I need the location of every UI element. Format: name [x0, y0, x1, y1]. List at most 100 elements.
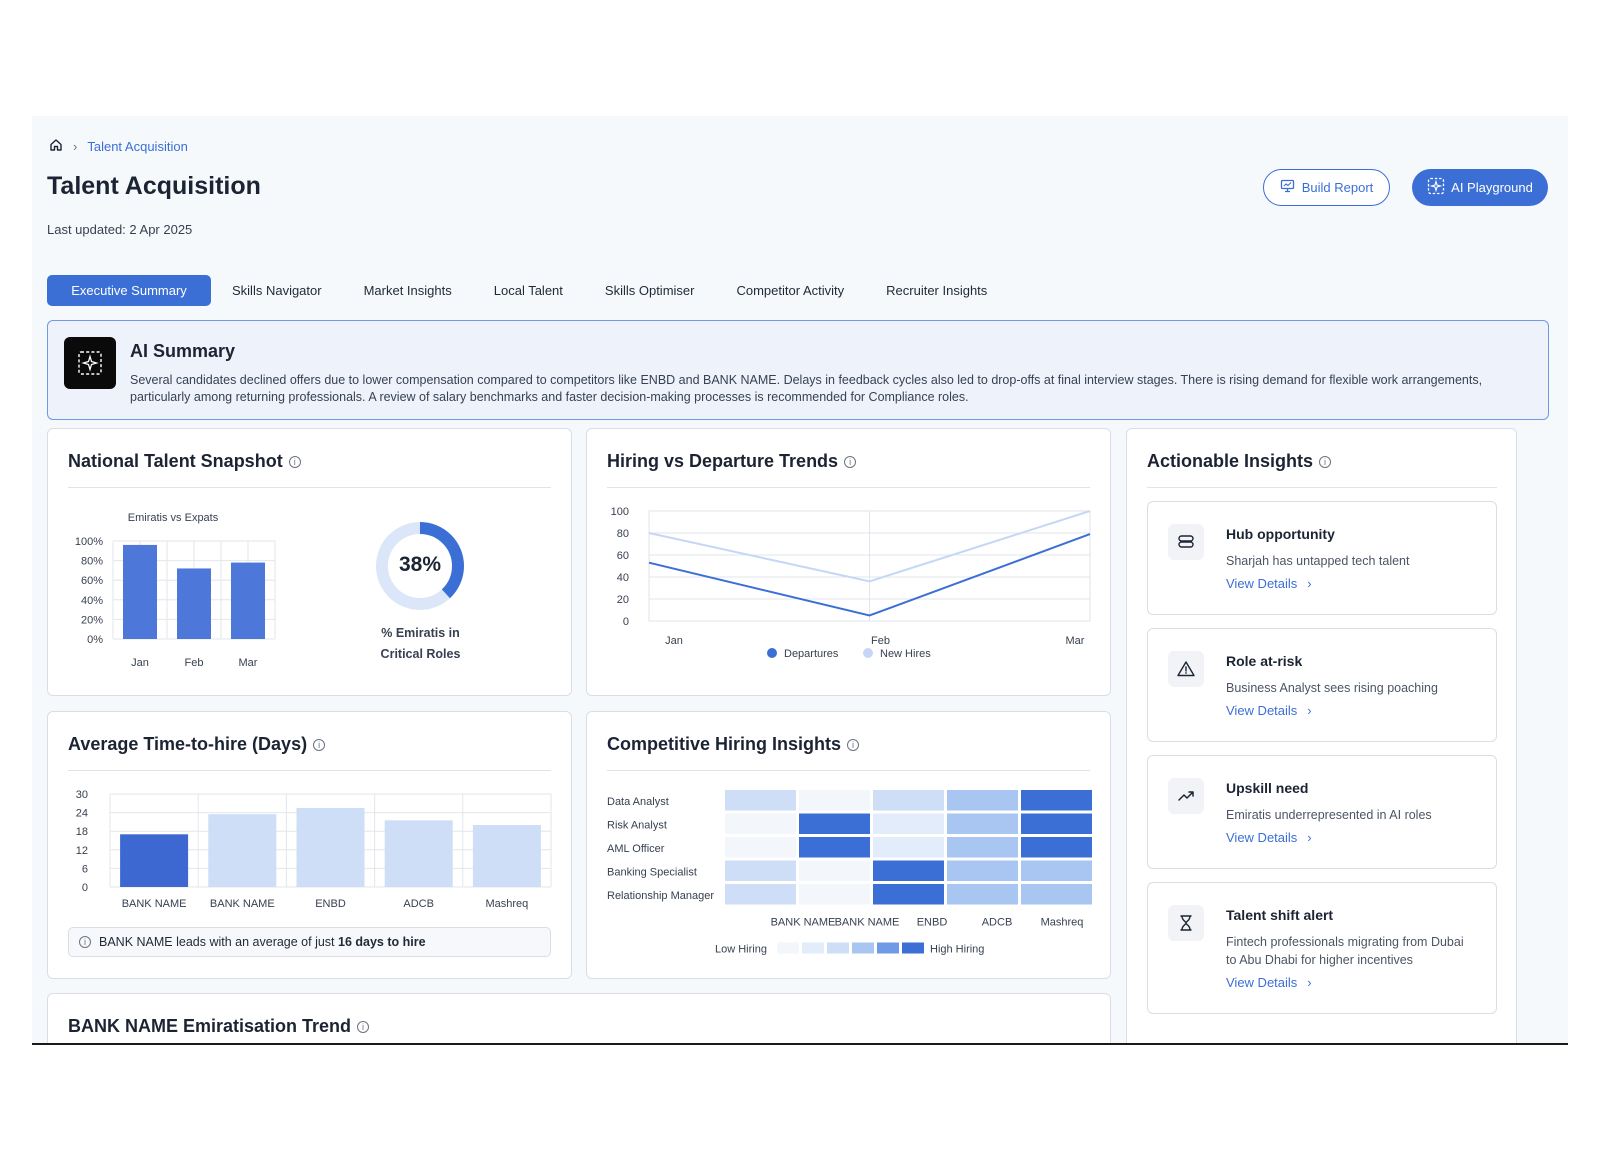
chart-title: Emiratis vs Expats	[128, 512, 219, 524]
chevron-right-icon: ›	[1307, 830, 1312, 845]
insights-title: Actionable Insights	[1147, 451, 1314, 471]
heatmap-cell	[873, 860, 944, 881]
chevron-right-icon: ›	[1307, 703, 1312, 718]
time-to-hire-bar-chart: 30 24 18 12 6 0 BANK NAME BANK NAME ENBD ADCB Mash…	[76, 789, 552, 910]
view-details-label: View Details	[1226, 830, 1298, 845]
view-details-link[interactable]: View Details ›	[1226, 576, 1312, 591]
insight-card[interactable]: Role at-risk Business Analyst sees risin…	[1147, 628, 1497, 742]
x-tick-label: BANK NAME	[210, 898, 275, 910]
info-icon[interactable]: i	[288, 455, 301, 468]
heatmap-cell	[799, 790, 870, 811]
info-icon[interactable]: i	[844, 455, 857, 468]
bar	[472, 825, 541, 887]
heatmap-cell	[873, 837, 944, 858]
column-label: ADCB	[982, 917, 1013, 929]
card-title: Average Time-to-hire (Days) i	[68, 734, 326, 755]
legend-high-label: High Hiring	[930, 944, 984, 956]
legend-swatch	[767, 648, 777, 658]
series-line	[648, 510, 1091, 583]
info-icon[interactable]: i	[847, 738, 860, 751]
y-tick-label: 0%	[87, 634, 103, 646]
donut-arc	[376, 522, 464, 610]
divider	[1147, 487, 1497, 488]
divider	[607, 770, 1090, 771]
bar	[177, 568, 211, 639]
ai-sparkle-icon	[1427, 177, 1445, 198]
note-text: BANK NAME leads with an average of just …	[99, 935, 426, 949]
view-details-link[interactable]: View Details ›	[1226, 830, 1312, 845]
insight-desc: Sharjah has untapped tech talent	[1226, 554, 1410, 568]
legend-low-label: Low Hiring	[715, 944, 767, 956]
heatmap-cell	[1021, 790, 1092, 811]
ai-playground-button[interactable]: AI Playground	[1412, 169, 1548, 206]
heatmap-cell	[725, 790, 796, 811]
column-label: BANK NAME	[835, 917, 900, 929]
bar	[120, 834, 189, 887]
tab-local-talent[interactable]: Local Talent	[493, 283, 563, 298]
trending-up-icon	[1168, 778, 1204, 814]
home-icon[interactable]	[49, 138, 63, 155]
x-tick-label: Mar	[239, 657, 258, 669]
heatmap-cell	[725, 837, 796, 858]
x-tick-label: Jan	[665, 635, 683, 647]
y-tick-label: 80	[617, 528, 629, 540]
tab-bar: Executive Summary Skills Navigator Marke…	[47, 275, 1008, 306]
view-details-link[interactable]: View Details ›	[1226, 975, 1312, 990]
time-to-hire-note: i BANK NAME leads with an average of jus…	[68, 927, 551, 957]
heatmap-cell	[873, 790, 944, 811]
hiring-trends-title: Hiring vs Departure Trends	[607, 451, 839, 471]
divider	[68, 770, 551, 771]
heatmap-cell	[947, 860, 1018, 881]
heatmap-cell	[873, 813, 944, 834]
build-report-button[interactable]: Build Report	[1263, 169, 1390, 206]
heatmap-cell	[725, 884, 796, 905]
bar	[123, 544, 157, 639]
insight-desc: Fintech professionals migrating from Dub…	[1226, 935, 1464, 967]
tab-market-insights[interactable]: Market Insights	[363, 283, 452, 298]
x-tick-label: Mar	[1066, 635, 1085, 647]
insight-title: Hub opportunity	[1226, 526, 1335, 542]
legend-swatch	[863, 648, 873, 658]
legend-swatch	[902, 942, 924, 954]
national-talent-card: National Talent Snapshot i Emiratis vs E…	[47, 428, 572, 696]
info-icon[interactable]: i	[357, 1020, 370, 1033]
y-tick-label: 40%	[81, 595, 103, 607]
insight-card[interactable]: Hub opportunity Sharjah has untapped tec…	[1147, 501, 1497, 615]
actionable-insights-card: Actionable Insights i Hub opportunity Sh…	[1126, 428, 1517, 1043]
y-tick-label: 0	[82, 882, 88, 894]
tab-recruiter-insights[interactable]: Recruiter Insights	[886, 283, 988, 298]
heatmap-cell	[799, 860, 870, 881]
insight-card[interactable]: Upskill need Emiratis underrepresented i…	[1147, 755, 1497, 869]
insight-card[interactable]: Talent shift alert Fintech professionals…	[1147, 882, 1497, 1014]
heatmap-cell	[947, 884, 1018, 905]
donut-label-line-2: Critical Roles	[380, 647, 461, 661]
time-to-hire-card: Average Time-to-hire (Days) i 30 24 18 12 6 0…	[47, 711, 572, 979]
ai-summary-panel: AI Summary Several candidates declined o…	[47, 320, 1549, 420]
tab-skills-optimiser[interactable]: Skills Optimiser	[604, 283, 695, 298]
column-label: BANK NAME	[771, 917, 836, 929]
info-icon: i	[79, 936, 91, 948]
divider	[607, 487, 1090, 488]
heatmap-cell	[1021, 884, 1092, 905]
card-title: Competitive Hiring Insights i	[607, 734, 860, 755]
breadcrumb-current[interactable]: Talent Acquisition	[87, 139, 188, 154]
last-updated: Last updated: 2 Apr 2025	[47, 222, 193, 237]
donut-label: % Emiratis in Critical Roles	[348, 623, 493, 665]
heatmap-cell	[947, 837, 1018, 858]
y-tick-label: 60	[617, 550, 629, 562]
heatmap-cell	[1021, 837, 1092, 858]
legend-swatch	[802, 942, 824, 954]
info-icon[interactable]: i	[1319, 455, 1332, 468]
card-title: National Talent Snapshot i	[68, 451, 301, 472]
emiratis-donut-chart	[376, 522, 464, 610]
tab-skills-navigator[interactable]: Skills Navigator	[232, 283, 322, 298]
y-tick-label: 24	[76, 808, 88, 820]
hiring-trends-card: Hiring vs Departure Trends i 100 80 60 40 20…	[586, 428, 1111, 696]
note-prefix: BANK NAME leads with an average of just	[99, 935, 339, 949]
heatmap-cell	[1021, 860, 1092, 881]
tab-executive-summary[interactable]: Executive Summary	[47, 275, 211, 306]
view-details-link[interactable]: View Details ›	[1226, 703, 1312, 718]
presentation-icon	[1280, 179, 1295, 196]
tab-competitor-activity[interactable]: Competitor Activity	[736, 283, 845, 298]
info-icon[interactable]: i	[313, 738, 326, 751]
